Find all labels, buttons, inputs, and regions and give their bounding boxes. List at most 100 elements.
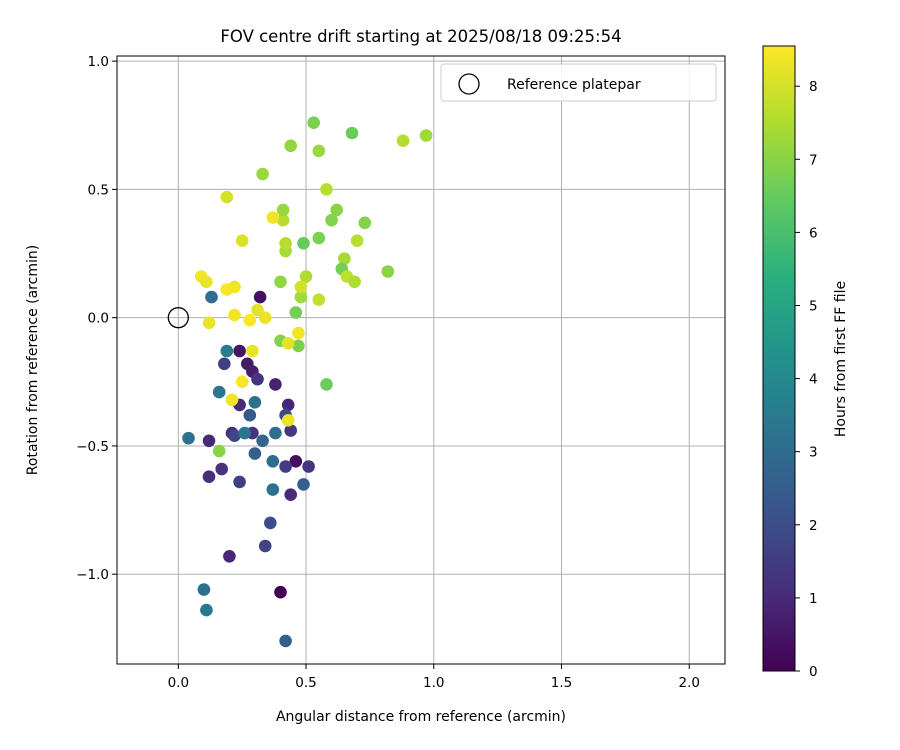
colorbar-tick-label: 0 [809, 664, 818, 680]
colorbar-tick-label: 2 [809, 518, 818, 534]
colorbar-tick-label: 5 [809, 299, 818, 315]
x-tick-label: 1.5 [551, 675, 572, 691]
y-tick-label: 0.0 [88, 311, 109, 327]
data-point [312, 144, 326, 158]
data-point [307, 116, 321, 129]
data-point [205, 290, 218, 304]
plot-frame [116, 55, 726, 665]
data-point [246, 344, 259, 358]
colorbar-tick-label: 8 [809, 79, 818, 95]
data-point [381, 265, 395, 278]
data-point [302, 460, 315, 473]
data-point [235, 375, 249, 389]
y-axis-label: Rotation from reference (arcmin) [25, 245, 41, 475]
data-point [256, 167, 269, 181]
data-point [294, 280, 308, 294]
data-point [350, 234, 364, 247]
data-point [289, 455, 303, 468]
data-point [299, 270, 313, 283]
data-point [212, 385, 226, 399]
data-point [279, 634, 292, 648]
data-point [235, 234, 249, 247]
y-tick-label: −0.5 [76, 439, 109, 455]
x-tick-label: 1.0 [423, 675, 444, 691]
data-point [284, 424, 298, 437]
data-point [292, 326, 305, 340]
legend-reference-marker [458, 73, 480, 95]
data-point [284, 139, 298, 153]
data-point [338, 252, 351, 265]
y-axis-ticks: −1.0 −0.5 0.0 0.5 1.0 [76, 54, 117, 583]
data-point [279, 237, 292, 250]
data-point [297, 478, 310, 491]
data-point [251, 372, 264, 386]
data-point [289, 306, 303, 319]
colorbar: 0 1 2 3 4 5 6 7 8 Hours from first FF file [762, 45, 849, 680]
reference-platepar-marker [167, 307, 189, 329]
legend-entry-reference: Reference platepar [507, 77, 641, 93]
reference-marker-group [167, 307, 189, 329]
data-point [320, 183, 333, 196]
data-point [215, 462, 228, 476]
data-point [182, 431, 195, 445]
data-point [358, 216, 372, 230]
data-point [281, 337, 295, 350]
data-point [251, 303, 264, 317]
data-point [228, 308, 241, 322]
data-point [320, 378, 333, 391]
data-point [276, 203, 290, 217]
legend: Reference platepar [440, 63, 717, 102]
data-point [264, 516, 277, 530]
data-points [182, 116, 433, 648]
data-point [284, 488, 298, 502]
data-point [266, 483, 280, 496]
data-point [348, 275, 361, 289]
data-point [200, 275, 213, 289]
data-point [274, 585, 287, 599]
data-point [269, 426, 282, 440]
data-point [256, 434, 269, 448]
data-point [202, 434, 216, 448]
data-point [223, 550, 236, 563]
data-point [297, 237, 310, 250]
y-tick-label: 0.5 [88, 182, 109, 198]
data-point [200, 603, 213, 617]
data-point [253, 290, 267, 304]
data-point [220, 344, 234, 358]
colorbar-tick-label: 1 [809, 591, 818, 607]
data-point [312, 293, 326, 307]
data-point [218, 357, 231, 371]
data-point [258, 311, 272, 325]
colorbar-tick-label: 7 [809, 152, 818, 168]
colorbar-tick-label: 3 [809, 445, 818, 461]
data-point [202, 316, 216, 330]
data-point [269, 378, 282, 391]
data-point [266, 211, 280, 224]
data-point [276, 213, 290, 227]
y-tick-label: −1.0 [76, 567, 109, 583]
x-axis-label: Angular distance from reference (arcmin) [276, 709, 566, 725]
data-point [281, 414, 295, 427]
data-point [345, 126, 359, 140]
data-point [233, 344, 246, 358]
colorbar-gradient [762, 45, 796, 672]
data-point [228, 280, 241, 294]
legend-box [440, 63, 717, 102]
colorbar-ticks: 0 1 2 3 4 5 6 7 8 [795, 79, 818, 680]
grid-lines [117, 56, 725, 664]
data-point [202, 470, 216, 484]
data-point [330, 203, 344, 217]
data-point [248, 396, 262, 409]
data-point [233, 475, 246, 489]
data-point [294, 290, 308, 304]
colorbar-label: Hours from first FF file [833, 281, 849, 437]
y-tick-label: 1.0 [88, 54, 109, 70]
data-point [197, 583, 211, 596]
x-axis-ticks: 0.0 0.5 1.0 1.5 2.0 [168, 664, 700, 691]
data-point [248, 447, 262, 460]
data-point [212, 444, 226, 458]
chart-title: FOV centre drift starting at 2025/08/18 … [220, 27, 621, 46]
colorbar-tick-label: 4 [809, 372, 818, 388]
data-point [238, 426, 251, 440]
